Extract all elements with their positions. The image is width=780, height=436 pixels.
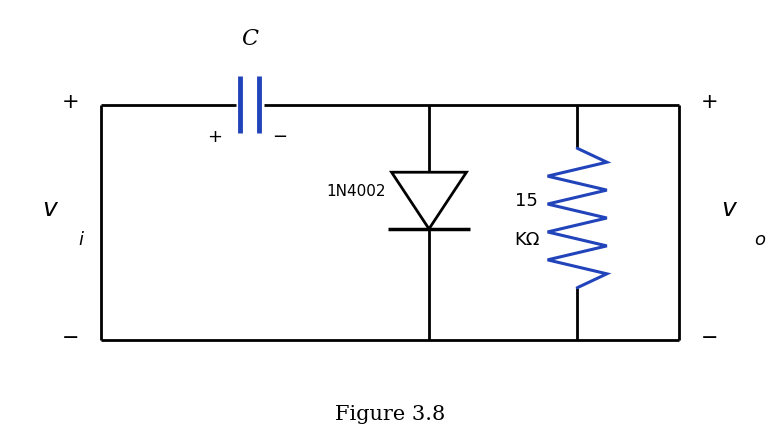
Text: +: + <box>701 92 718 112</box>
Text: +: + <box>207 128 222 146</box>
Text: Figure 3.8: Figure 3.8 <box>335 405 445 424</box>
Text: 1N4002: 1N4002 <box>327 184 386 199</box>
Text: $v$: $v$ <box>721 198 738 221</box>
Text: $v$: $v$ <box>42 198 59 221</box>
Text: KΩ: KΩ <box>514 231 539 249</box>
Text: C: C <box>241 28 258 50</box>
Text: 15: 15 <box>515 191 538 210</box>
Text: −: − <box>62 328 79 348</box>
Text: −: − <box>271 128 287 146</box>
Text: $o$: $o$ <box>754 231 767 249</box>
Text: −: − <box>701 328 718 348</box>
Text: $i$: $i$ <box>79 231 85 249</box>
Text: +: + <box>62 92 79 112</box>
